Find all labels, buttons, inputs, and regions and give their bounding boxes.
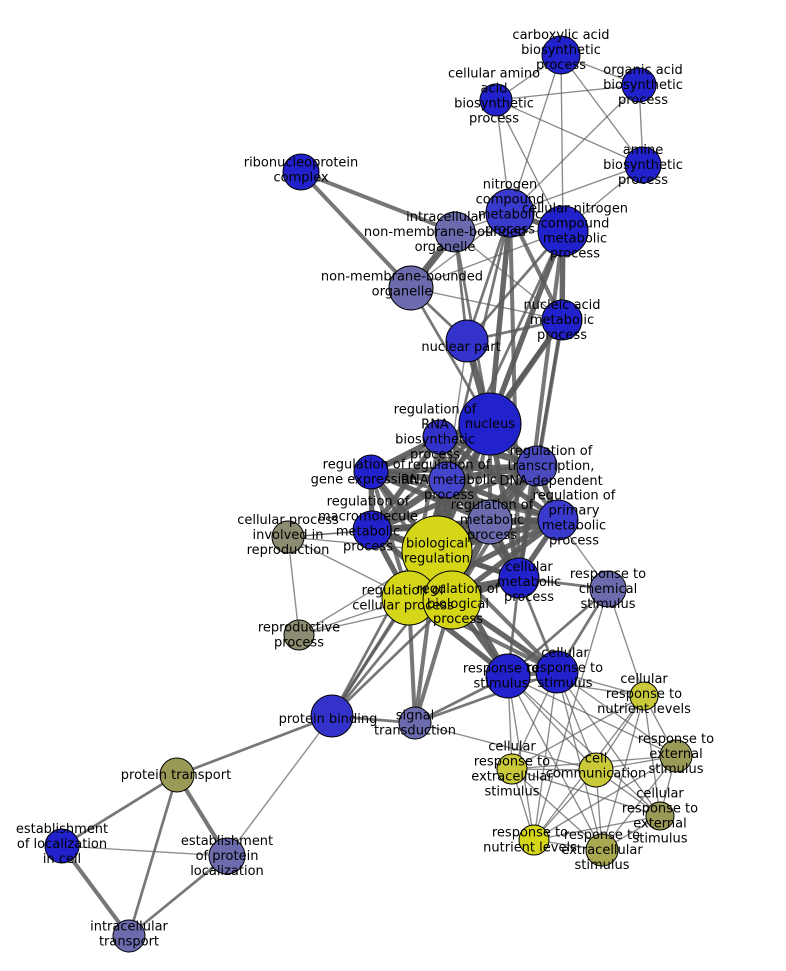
graph-node[interactable]: regulation of RNA metabolic process xyxy=(428,461,466,499)
graph-edge xyxy=(127,854,229,938)
graph-edge xyxy=(507,210,522,581)
graph-edge xyxy=(560,54,564,232)
graph-edge xyxy=(175,714,334,777)
graph-node[interactable]: ribonucleoprotein complex xyxy=(282,153,320,191)
graph-edge xyxy=(509,54,562,214)
graph-edge xyxy=(533,815,661,841)
graph-edge xyxy=(495,84,640,101)
graph-node[interactable]: intracellular transport xyxy=(112,919,146,953)
graph-node[interactable]: regulation of biological process xyxy=(422,570,482,630)
graph-edge xyxy=(414,722,597,771)
graph-edge xyxy=(511,695,645,770)
graph-node[interactable]: amine biosynthetic process xyxy=(624,146,662,184)
graph-edge xyxy=(601,695,645,851)
graph-node[interactable]: cellular response to extracellular stimu… xyxy=(496,753,528,785)
node-layer: carboxylic acid biosynthetic process orga… xyxy=(44,35,693,953)
graph-edge xyxy=(413,670,559,725)
graph-edge xyxy=(643,695,661,817)
graph-node[interactable]: response to extracellular stimulus xyxy=(585,833,619,867)
graph-node[interactable]: regulation of gene expression xyxy=(353,454,389,490)
graph-node[interactable]: cell communication xyxy=(578,752,614,788)
graph-node[interactable]: nucleic acid metabolic process xyxy=(541,299,583,341)
graph-node[interactable]: cellular nitrogen compound metabolic pro… xyxy=(537,205,589,257)
graph-node[interactable]: carboxylic acid biosynthetic process xyxy=(541,35,581,75)
graph-edge xyxy=(454,231,563,321)
graph-edge xyxy=(487,210,513,427)
graph-node[interactable]: cellular metabolic process xyxy=(498,557,540,599)
graph-node[interactable]: nitrogen compound metabolic process xyxy=(485,188,535,238)
graph-node[interactable]: nuclear part xyxy=(445,319,489,363)
graph-node[interactable]: response to nutrient levels xyxy=(518,824,550,856)
graph-node[interactable]: intracellular non-membrane-bounded organ… xyxy=(434,211,476,253)
graph-node[interactable]: cellular amino acid biosynthetic process xyxy=(479,83,513,117)
graph-edge xyxy=(511,768,661,817)
graph-edge xyxy=(59,843,132,939)
graph-edge xyxy=(511,768,603,851)
graph-node[interactable]: regulation of RNA biosynthetic process xyxy=(422,419,458,455)
graph-node[interactable]: cellular response to stimulus xyxy=(535,650,579,694)
graph-node[interactable]: response to chemical stimulus xyxy=(589,570,627,608)
graph-node[interactable]: regulation of metabolic process xyxy=(467,499,513,545)
graph-node[interactable]: cellular response to nutrient levels xyxy=(629,681,659,711)
graph-edge xyxy=(509,84,640,214)
graph-edge xyxy=(507,675,661,817)
graph-node[interactable]: cellular process involved in reproductio… xyxy=(271,520,305,554)
graph-edge xyxy=(533,588,609,841)
graph-edge xyxy=(607,588,645,697)
graph-edge xyxy=(556,671,603,851)
graph-node[interactable]: response to external stimulus xyxy=(659,739,693,773)
graph-node[interactable]: regulation of macromolecule metabolic pr… xyxy=(352,510,392,550)
graph-node[interactable]: nucleus xyxy=(458,392,522,456)
graph-edge xyxy=(507,675,603,851)
graph-edge xyxy=(368,469,561,523)
graph-node[interactable]: reproductive process xyxy=(283,619,315,651)
graph-node[interactable]: cellular response to external stimulus xyxy=(645,801,675,831)
graph-edge xyxy=(495,99,644,166)
graph-edge xyxy=(127,773,179,938)
graph-edge xyxy=(507,675,677,757)
graph-edge xyxy=(556,671,677,757)
graph-node[interactable]: establishment of protein localization xyxy=(208,837,246,875)
graph-edge xyxy=(560,54,644,166)
graph-edge xyxy=(410,230,564,289)
graph-node[interactable]: regulation of transcription, DNA-depende… xyxy=(516,445,558,487)
graph-node[interactable]: regulation of primary metabolic process xyxy=(537,499,579,541)
graph-node[interactable]: response to stimulus xyxy=(485,653,531,699)
graph-edge xyxy=(556,671,661,817)
graph-node[interactable]: signal transduction xyxy=(398,706,432,740)
graph-node[interactable]: organic acid biosynthetic process xyxy=(621,67,657,103)
graph-edge xyxy=(226,715,333,857)
edge-layer xyxy=(59,54,677,939)
graph-edge xyxy=(298,169,414,291)
graph-node[interactable]: protein binding xyxy=(310,694,354,738)
graph-edge xyxy=(601,755,677,851)
graph-edge xyxy=(61,845,228,857)
graph-node[interactable]: non-membrane-bounded organelle xyxy=(388,265,434,311)
graph-edge xyxy=(410,287,563,321)
graph-edge xyxy=(533,671,558,841)
graph-edge xyxy=(60,773,179,848)
graph-edge xyxy=(298,169,458,235)
graph-node[interactable]: establishment of localization in cell xyxy=(44,828,80,864)
graph-node[interactable]: protein transport xyxy=(159,757,195,793)
